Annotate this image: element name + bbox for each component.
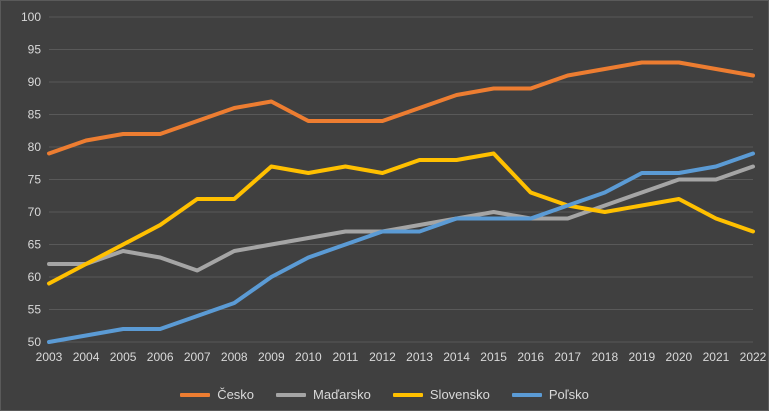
x-axis-tick-label: 2008 — [221, 350, 248, 364]
legend-label: Poľsko — [548, 387, 589, 402]
x-axis-tick-label: 2019 — [628, 350, 655, 364]
y-axis-tick-label: 65 — [28, 238, 42, 252]
x-axis-tick-label: 2003 — [36, 350, 63, 364]
chart-legend: Česko Maďarsko Slovensko Poľsko — [1, 387, 768, 402]
legend-item-poľsko: Poľsko — [511, 387, 589, 402]
x-axis-tick-label: 2011 — [333, 350, 359, 364]
y-axis-tick-label: 70 — [28, 205, 42, 219]
legend-swatch — [511, 392, 542, 397]
x-axis-tick-label: 2012 — [369, 350, 396, 364]
y-axis-tick-label: 80 — [28, 140, 42, 154]
x-axis-tick-label: 2022 — [740, 350, 767, 364]
series-line-česko — [47, 60, 755, 156]
x-axis-tick-label: 2005 — [110, 350, 137, 364]
x-axis-tick-label: 2013 — [406, 350, 433, 364]
x-axis-tick-label: 2017 — [554, 350, 581, 364]
y-axis-tick-label: 75 — [28, 173, 42, 187]
legend-item-česko: Česko — [180, 387, 254, 402]
y-axis-tick-label: 90 — [28, 75, 42, 89]
x-axis-tick-label: 2020 — [666, 350, 693, 364]
x-axis-tick-label: 2014 — [443, 350, 470, 364]
legend-swatch — [180, 392, 211, 397]
y-axis-tick-label: 100 — [21, 10, 41, 24]
legend-label: Slovensko — [429, 387, 490, 402]
x-axis-tick-label: 2016 — [517, 350, 544, 364]
x-axis-tick-label: 2009 — [258, 350, 285, 364]
x-axis-tick-label: 2018 — [591, 350, 618, 364]
x-axis-tick-label: 2006 — [147, 350, 174, 364]
y-axis-tick-label: 60 — [28, 270, 42, 284]
legend-swatch — [392, 392, 423, 397]
y-axis-tick-label: 55 — [28, 303, 42, 317]
x-axis-tick-label: 2007 — [184, 350, 211, 364]
x-axis-tick-label: 2015 — [480, 350, 507, 364]
y-axis-tick-label: 50 — [28, 335, 42, 349]
y-axis-tick-label: 85 — [28, 108, 42, 122]
legend-label: Maďarsko — [313, 387, 371, 402]
series-line-slovensko — [47, 151, 755, 286]
series-line-poľsko — [47, 151, 755, 344]
x-axis-tick-label: 2010 — [295, 350, 322, 364]
legend-item-maďarsko: Maďarsko — [276, 387, 371, 402]
legend-label: Česko — [217, 387, 255, 402]
x-axis-tick-label: 2004 — [73, 350, 100, 364]
legend-item-slovensko: Slovensko — [392, 387, 490, 402]
legend-swatch — [276, 392, 307, 397]
x-axis-tick-label: 2021 — [703, 350, 730, 364]
series-line-maďarsko — [47, 164, 755, 273]
y-axis-tick-label: 95 — [28, 43, 42, 57]
